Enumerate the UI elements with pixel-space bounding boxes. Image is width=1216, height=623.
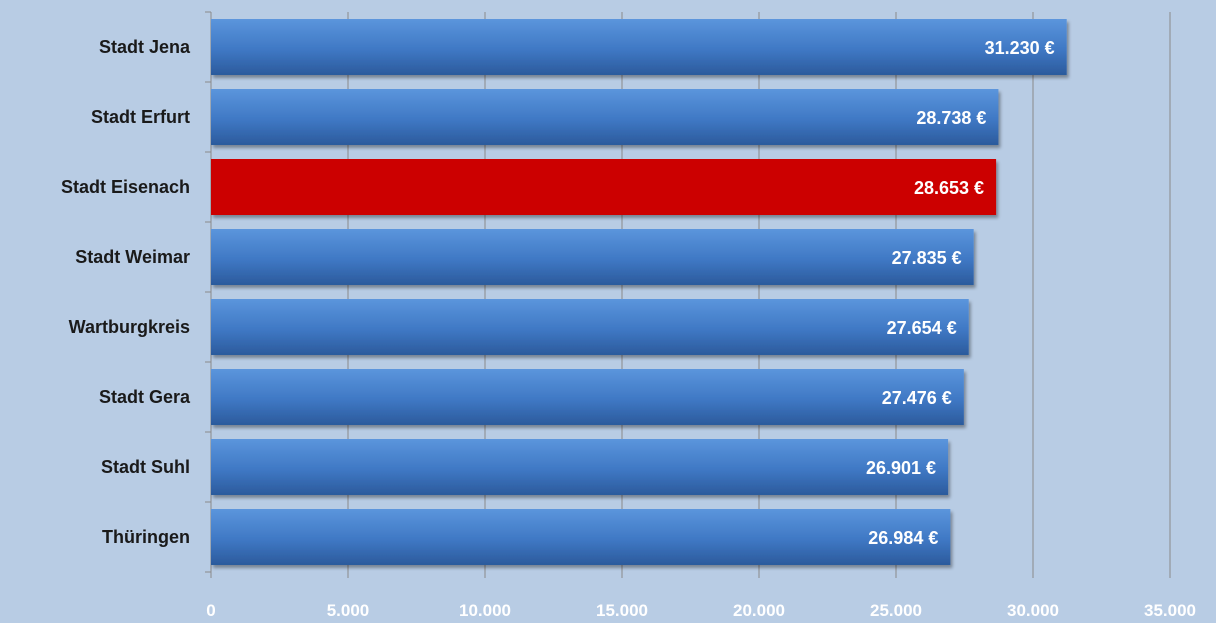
bar-stadt-suhl <box>211 439 949 495</box>
category-label-stadt-suhl: Stadt Suhl <box>101 457 190 477</box>
value-label-stadt-jena: 31.230 € <box>985 38 1055 58</box>
x-tick-label: 0 <box>206 601 215 620</box>
bar-stadt-jena <box>211 19 1067 75</box>
category-label-wartburgkreis: Wartburgkreis <box>69 317 190 337</box>
x-tick-label: 15.000 <box>596 601 648 620</box>
value-label-stadt-erfurt: 28.738 € <box>916 108 986 128</box>
bar-stadt-erfurt <box>211 89 999 145</box>
x-axis-tick-labels: 0 5.000 10.000 15.000 20.000 25.000 30.000 35.0… <box>206 601 1196 620</box>
value-label-stadt-suhl: 26.901 € <box>866 458 936 478</box>
category-label-stadt-eisenach: Stadt Eisenach <box>61 177 190 197</box>
category-labels: Stadt Jena Stadt Erfurt Stadt Eisenach Stad… <box>61 37 191 547</box>
bar-stadt-gera <box>211 369 964 425</box>
category-label-stadt-erfurt: Stadt Erfurt <box>91 107 190 127</box>
bars <box>211 19 1067 565</box>
category-label-stadt-jena: Stadt Jena <box>99 37 191 57</box>
category-label-stadt-weimar: Stadt Weimar <box>75 247 190 267</box>
value-labels: 31.230 € 28.738 € 28.653 € 27.835 € 27.654 €… <box>866 38 1055 548</box>
bar-wartburgkreis <box>211 299 969 355</box>
x-tick-label: 20.000 <box>733 601 785 620</box>
x-tick-label: 10.000 <box>459 601 511 620</box>
value-label-stadt-eisenach: 28.653 € <box>914 178 984 198</box>
x-tick-label: 35.000 <box>1144 601 1196 620</box>
value-label-stadt-weimar: 27.835 € <box>892 248 962 268</box>
category-label-stadt-gera: Stadt Gera <box>99 387 191 407</box>
value-label-thuringen: 26.984 € <box>868 528 938 548</box>
bar-stadt-eisenach <box>211 159 997 215</box>
category-label-thuringen: Thüringen <box>102 527 190 547</box>
x-tick-label: 25.000 <box>870 601 922 620</box>
value-label-wartburgkreis: 27.654 € <box>887 318 957 338</box>
bar-stadt-weimar <box>211 229 974 285</box>
x-tick-label: 30.000 <box>1007 601 1059 620</box>
value-label-stadt-gera: 27.476 € <box>882 388 952 408</box>
x-tick-label: 5.000 <box>327 601 370 620</box>
bar-thuringen <box>211 509 951 565</box>
